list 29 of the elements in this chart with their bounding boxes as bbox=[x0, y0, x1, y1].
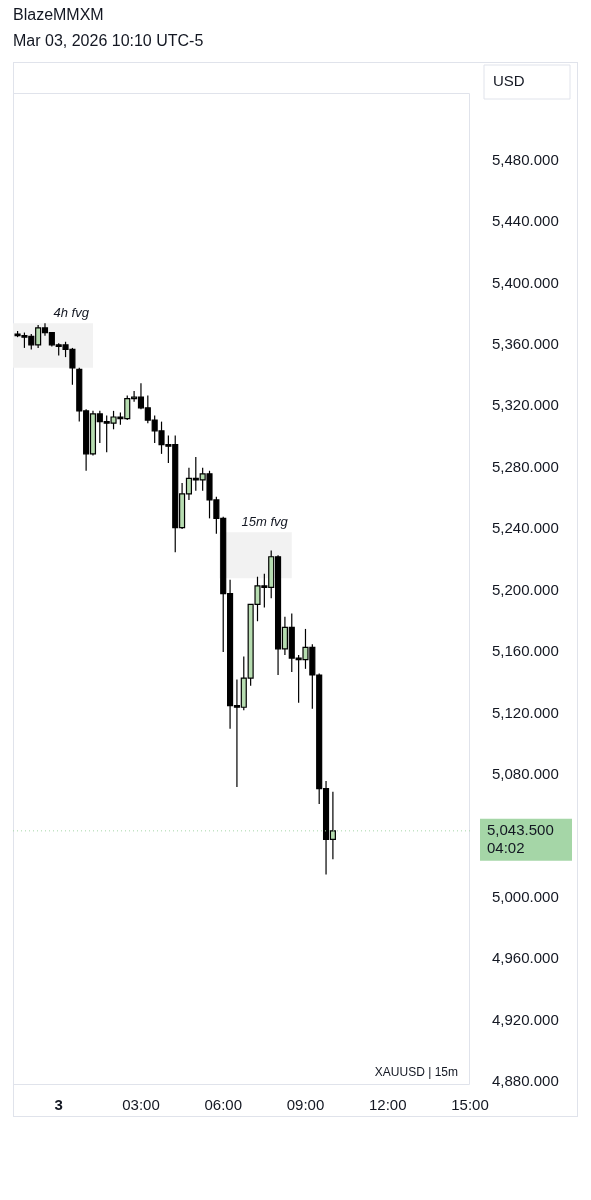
text: 04:02 bbox=[487, 839, 525, 856]
y-tick-label: 5,400.000 bbox=[492, 273, 559, 291]
x-tick-label: 15:00 bbox=[451, 1096, 489, 1114]
chart-subtitle: Mar 03, 2026 10:10 UTC-5 bbox=[13, 32, 204, 50]
x-tick-label: 12:00 bbox=[368, 1096, 407, 1114]
annotation: XAUUSD | 15m bbox=[374, 1065, 458, 1080]
y-tick-label: 5,440.000 bbox=[492, 212, 559, 230]
y-tick-label: 5,360.000 bbox=[492, 334, 559, 352]
x-tick-label: 06:00 bbox=[204, 1096, 242, 1114]
y-tick-label: 5,240.000 bbox=[492, 519, 559, 537]
x-tick-label: 03:00 bbox=[122, 1096, 160, 1114]
band-label: 4h fvg bbox=[53, 305, 90, 321]
y-tick-label: 4,960.000 bbox=[492, 949, 559, 967]
y-tick-label: 5,200.000 bbox=[492, 580, 559, 598]
y-tick-label: 4,920.000 bbox=[492, 1010, 559, 1028]
band-label: 15m fvg bbox=[241, 514, 289, 530]
y-tick-label: 4,880.000 bbox=[492, 1072, 559, 1090]
y-tick-label: 5,000.000 bbox=[492, 887, 559, 905]
chart-title: BlazeMMXM bbox=[13, 6, 104, 24]
ref-line-label: 5,043.500 bbox=[487, 821, 554, 838]
x-tick-label: 3 bbox=[54, 1096, 63, 1114]
y-tick-label: 5,080.000 bbox=[492, 764, 559, 782]
y-tick-label: 5,480.000 bbox=[492, 150, 559, 168]
y-tick-label: 5,280.000 bbox=[492, 457, 559, 475]
y-tick-label: 5,120.000 bbox=[492, 703, 559, 721]
y-axis-title: USD bbox=[493, 72, 525, 90]
y-tick-label: 5,160.000 bbox=[492, 642, 559, 660]
y-tick-label: 5,320.000 bbox=[492, 396, 559, 414]
x-tick-label: 09:00 bbox=[286, 1096, 325, 1114]
